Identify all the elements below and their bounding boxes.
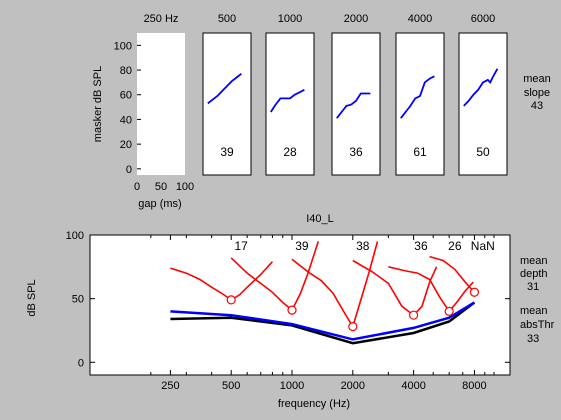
probe-marker bbox=[287, 305, 297, 315]
threshold-blue-line bbox=[170, 301, 476, 341]
mean-slope-value: 43 bbox=[531, 100, 543, 112]
probe-marker bbox=[226, 295, 236, 305]
curve-depth-label: 38 bbox=[356, 239, 370, 253]
slope-value-label: 50 bbox=[476, 145, 490, 159]
bottom-xtick-label: 1000 bbox=[280, 380, 304, 392]
mean-depth-line1: mean bbox=[520, 255, 548, 267]
slope-value-label: 61 bbox=[413, 145, 427, 159]
gap-series-line bbox=[207, 72, 242, 105]
gap-panel-4: 4000 61 bbox=[395, 13, 445, 176]
gap-panel-0: 250 Hz 0 20 40 60 80 100 0 50 100 bbox=[114, 13, 195, 193]
mean-slope-label: mean slope 43 bbox=[523, 73, 551, 112]
bottom-ytick-label: 0 bbox=[78, 357, 84, 369]
bottom-side-labels: mean depth 31 mean absThr 33 bbox=[520, 255, 555, 345]
slope-value-label: 39 bbox=[220, 145, 234, 159]
mean-slope-line2: slope bbox=[524, 87, 550, 99]
curve-depth-label: NaN bbox=[471, 239, 495, 253]
gap-ytick-label: 60 bbox=[120, 90, 132, 102]
gap-series-line bbox=[463, 68, 499, 107]
threshold-black-line bbox=[170, 301, 476, 345]
gap-ytick-label: 40 bbox=[120, 114, 132, 126]
gap-panel-frame bbox=[458, 32, 508, 176]
gap-panel-title: 500 bbox=[218, 13, 236, 25]
mean-absthr-line2: absThr bbox=[520, 319, 555, 331]
bottom-title: I40_L bbox=[306, 213, 334, 225]
gap-ytick-label: 80 bbox=[120, 65, 132, 77]
gap-xtick-label: 0 bbox=[134, 181, 140, 193]
gap-panel-1: 500 39 bbox=[202, 13, 252, 176]
bottom-ylabel: dB SPL bbox=[26, 279, 38, 316]
gap-ylabel: masker dB SPL bbox=[92, 66, 104, 142]
curve-depth-label: 26 bbox=[448, 239, 462, 253]
gap-xlabel: gap (ms) bbox=[138, 198, 181, 210]
bottom-xtick-label: 250 bbox=[161, 380, 179, 392]
bottom-xlabel: frequency (Hz) bbox=[278, 398, 350, 410]
bottom-xtick-label: 2000 bbox=[341, 380, 365, 392]
gap-ytick-label: 20 bbox=[120, 139, 132, 151]
curve-depth-label: 36 bbox=[414, 239, 428, 253]
slope-value-label: 36 bbox=[349, 145, 363, 159]
gap-panel-title: 2000 bbox=[344, 13, 368, 25]
mean-absthr-value: 33 bbox=[527, 333, 539, 345]
tuning-curve-3 bbox=[352, 259, 438, 317]
probe-marker bbox=[469, 287, 480, 297]
gap-panel-frame bbox=[137, 33, 185, 175]
gap-xtick-label: 50 bbox=[155, 181, 167, 193]
gap-series-line bbox=[400, 75, 435, 119]
tuning-curve-2 bbox=[291, 241, 379, 329]
bottom-ytick-label: 100 bbox=[66, 230, 84, 242]
tuning-curve-0 bbox=[170, 261, 273, 301]
gap-panel-title: 4000 bbox=[408, 13, 432, 25]
gap-panel-3: 2000 36 bbox=[331, 13, 381, 176]
gap-series-line bbox=[336, 92, 371, 119]
probe-marker bbox=[409, 310, 419, 320]
bottom-plot-frame bbox=[89, 234, 511, 376]
gap-panel-frame bbox=[331, 32, 381, 176]
bottom-xtick-label: 500 bbox=[222, 380, 240, 392]
gap-panel-title: 1000 bbox=[278, 13, 302, 25]
tuning-curve-4 bbox=[388, 266, 474, 313]
gap-panel-2: 1000 28 bbox=[265, 13, 315, 176]
slope-value-label: 28 bbox=[283, 145, 297, 159]
curve-depth-label: 17 bbox=[234, 239, 248, 253]
probe-marker bbox=[348, 322, 358, 332]
probe-marker bbox=[444, 306, 454, 316]
gap-series-line bbox=[270, 89, 305, 113]
gap-panel-frame bbox=[265, 32, 315, 176]
gap-ytick-label: 100 bbox=[114, 40, 132, 52]
gap-panel-title: 6000 bbox=[471, 13, 495, 25]
gap-panel-frame bbox=[202, 32, 252, 176]
gap-xtick-label: 100 bbox=[176, 181, 194, 193]
tuning-curve-1 bbox=[230, 241, 320, 312]
curve-depth-label: 39 bbox=[295, 239, 309, 253]
tuning-curve-5 bbox=[429, 255, 475, 293]
mean-absthr-line1: mean bbox=[520, 305, 548, 317]
tuning-curve-chart: 0 50 100 250 500 1000 2000 4000 8000 17 39 38 36 26 Na… bbox=[66, 230, 511, 392]
mean-depth-value: 31 bbox=[527, 281, 539, 293]
gap-ytick-label: 0 bbox=[126, 164, 132, 176]
bottom-ytick-label: 50 bbox=[72, 294, 84, 306]
bottom-xtick-label: 8000 bbox=[462, 380, 486, 392]
gap-panel-title: 250 Hz bbox=[144, 13, 179, 25]
gap-panel-frame bbox=[395, 32, 445, 176]
bottom-xtick-label: 4000 bbox=[401, 380, 425, 392]
gap-panel-5: 6000 50 bbox=[458, 13, 508, 176]
mean-slope-line1: mean bbox=[523, 73, 551, 85]
mean-depth-line2: depth bbox=[520, 268, 548, 280]
